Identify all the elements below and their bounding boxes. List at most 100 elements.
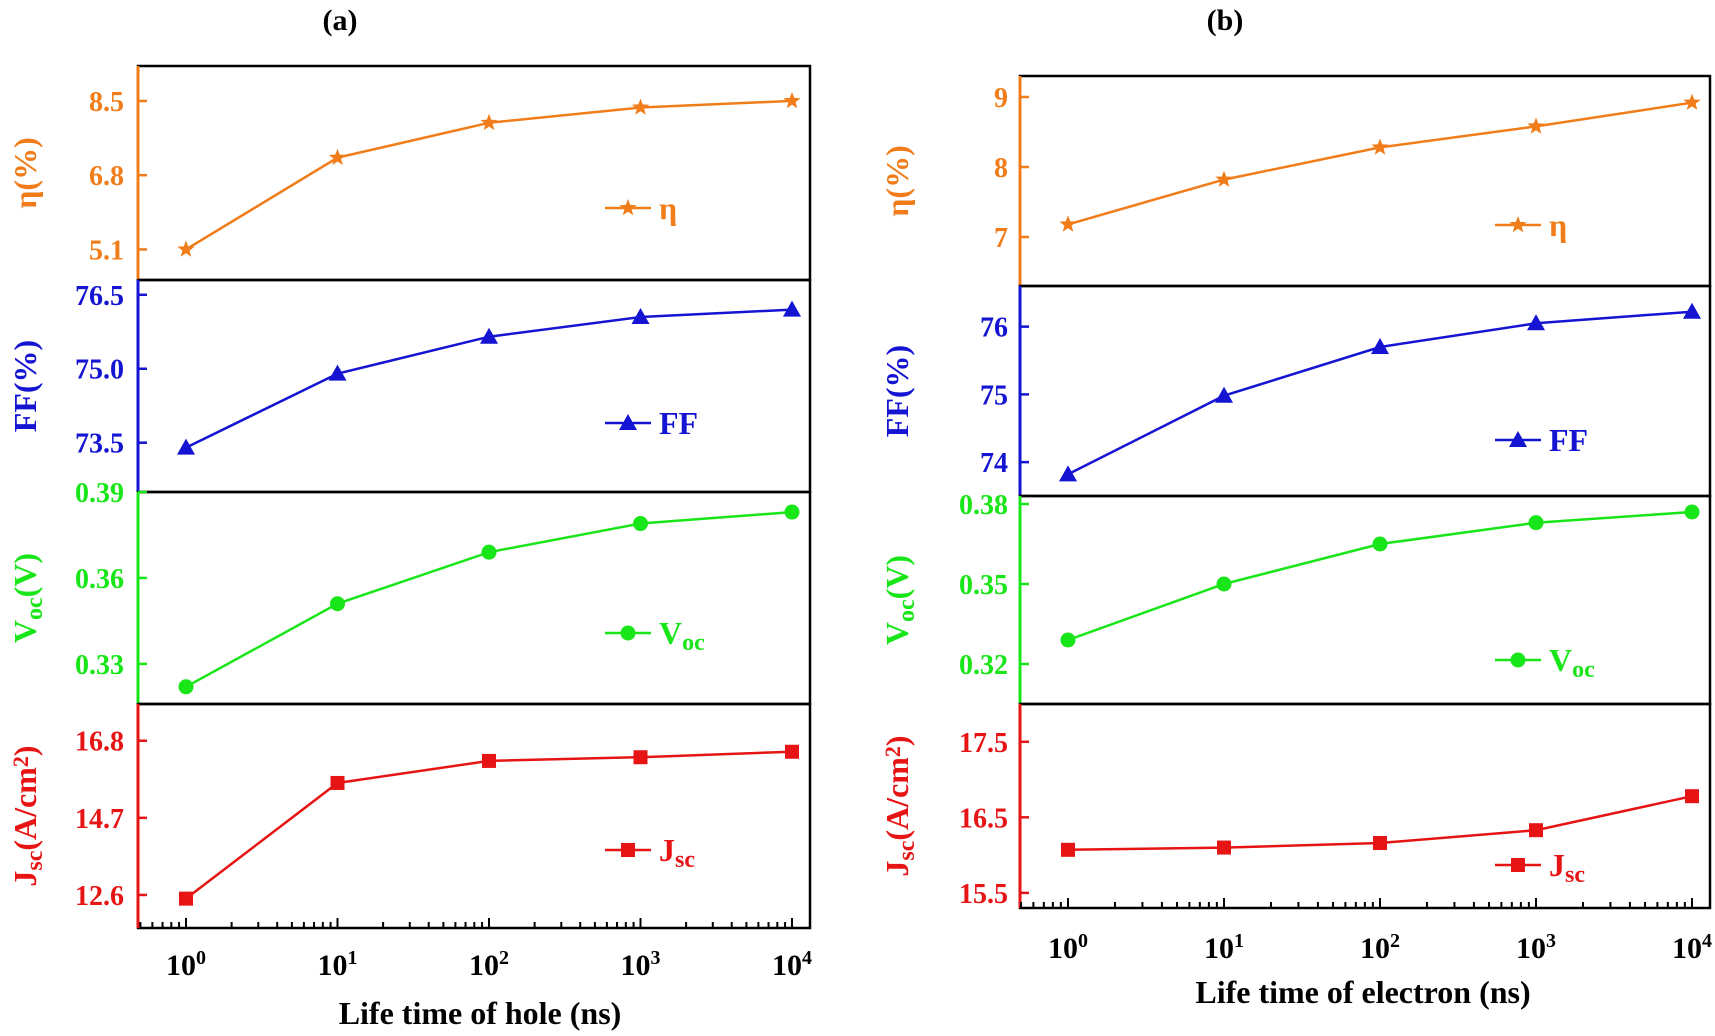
y-tick-label: 73.5 — [75, 429, 124, 460]
y-tick-label: 6.8 — [89, 161, 124, 192]
y-tick-label: 17.5 — [959, 728, 1008, 759]
y-axis-label: Jsc(A/cm2) — [879, 735, 920, 876]
x-axis-label: Life time of hole (ns) — [339, 995, 622, 1031]
y-tick-label: 75.0 — [75, 355, 124, 386]
data-point-ff — [1527, 314, 1545, 331]
y-tick-label: 75 — [980, 380, 1008, 411]
data-point-eta — [1371, 138, 1389, 155]
subplot-ff: 74 75 76 FF(%) FF — [879, 284, 1712, 498]
y-tick-label: 76.5 — [75, 281, 124, 312]
data-point-jsc — [482, 753, 496, 768]
subplot-voc: 0.33 0.36 0.39 Voc(V) Voc — [7, 478, 812, 706]
x-tick-label: 101 — [318, 947, 358, 982]
y-axis-label: Voc(V) — [7, 553, 48, 643]
series-line-ff — [1067, 310, 1693, 476]
legend-label: Voc — [659, 615, 705, 656]
y-tick-label: 16.5 — [959, 803, 1008, 834]
data-point-eta — [328, 148, 347, 165]
legend-label: η — [1549, 207, 1567, 243]
y-tick-label: 8 — [994, 153, 1008, 184]
legend-marker — [619, 199, 637, 216]
data-point-voc — [1684, 504, 1700, 520]
series-line-voc — [185, 510, 793, 688]
data-point-ff — [177, 438, 195, 455]
data-point-voc — [784, 504, 800, 520]
y-tick-label: 16.8 — [75, 727, 124, 758]
legend-marker — [1509, 431, 1527, 447]
panel-b: (b) 7 8 9 η(%) η 74 75 76 FF(%) FF 0.32 0.35 0.38 Voc(… — [879, 4, 1712, 1010]
plot-frame — [1018, 494, 1712, 706]
data-point-voc — [178, 679, 194, 695]
data-point-jsc — [1373, 836, 1387, 851]
y-tick-label: 0.32 — [959, 650, 1008, 681]
y-tick-label: 12.6 — [75, 881, 124, 912]
data-point-eta — [177, 240, 195, 257]
data-point-ff — [1059, 465, 1077, 482]
y-axis-label: Voc(V) — [879, 555, 920, 645]
y-tick-label: 0.39 — [75, 478, 124, 509]
legend-label: FF — [659, 405, 698, 441]
data-point-voc — [330, 596, 345, 612]
x-tick-label: 103 — [1516, 930, 1556, 965]
data-point-ff — [631, 307, 650, 324]
y-tick-label: 0.38 — [959, 490, 1008, 521]
data-point-ff — [1371, 337, 1389, 354]
y-axis-label: η(%) — [7, 137, 43, 208]
plot-frame — [1018, 74, 1712, 288]
data-point-jsc — [785, 744, 799, 759]
x-tick-label: 103 — [621, 947, 661, 982]
series-line-jsc — [185, 750, 793, 900]
plot-frame — [1018, 702, 1712, 910]
x-tick-label: 104 — [772, 947, 812, 982]
data-point-jsc — [1685, 789, 1699, 804]
y-tick-label: 0.33 — [75, 650, 124, 681]
subplot-voc: 0.32 0.35 0.38 Voc(V) Voc — [879, 490, 1712, 706]
x-tick-label: 100 — [1048, 930, 1088, 965]
y-tick-label: 74 — [980, 448, 1008, 479]
data-point-voc — [1216, 576, 1232, 592]
plot-frame — [136, 490, 812, 706]
subplot-eta: 5.1 6.8 8.5 η(%) η — [7, 64, 812, 282]
y-tick-label: 5.1 — [89, 235, 124, 266]
series-line-voc — [1067, 510, 1693, 642]
data-point-eta — [631, 98, 650, 115]
data-point-eta — [783, 91, 801, 109]
x-tick-label: 101 — [1204, 930, 1244, 965]
plot-frame — [136, 702, 812, 930]
legend-label: η — [659, 190, 677, 226]
data-point-ff — [783, 300, 801, 317]
plot-frame — [136, 64, 812, 282]
data-point-jsc — [1061, 842, 1075, 857]
legend-marker — [1510, 652, 1526, 668]
legend-label: Jsc — [659, 832, 695, 873]
legend-marker — [1509, 216, 1527, 233]
y-axis-label: FF(%) — [879, 345, 915, 437]
y-tick-label: 0.36 — [75, 564, 124, 595]
x-tick-label: 102 — [1360, 930, 1400, 965]
y-axis-label: η(%) — [879, 145, 915, 216]
data-point-voc — [481, 544, 497, 560]
panel-a: (a) 5.1 6.8 8.5 η(%) η 73.5 75.0 76.5 FF(%) FF 0.33… — [7, 4, 812, 1031]
legend-marker — [620, 625, 636, 641]
data-point-jsc — [1529, 823, 1543, 838]
data-point-jsc — [330, 775, 345, 790]
data-point-jsc — [633, 750, 648, 765]
y-tick-label: 76 — [980, 313, 1008, 344]
y-axis-label: FF(%) — [7, 340, 43, 432]
y-axis-label: Jsc(A/cm2) — [7, 745, 48, 886]
data-point-ff — [480, 327, 498, 344]
data-point-voc — [633, 516, 648, 532]
legend-label: Jsc — [1549, 847, 1585, 888]
data-point-jsc — [179, 891, 193, 906]
data-point-voc — [1060, 632, 1076, 648]
panel-label: (a) — [323, 4, 358, 37]
data-point-ff — [1683, 302, 1701, 319]
data-point-eta — [1059, 215, 1077, 232]
y-tick-label: 14.7 — [75, 804, 124, 835]
data-point-eta — [1527, 117, 1545, 134]
legend-label: Voc — [1549, 642, 1595, 683]
y-tick-label: 9 — [994, 83, 1008, 114]
x-axis-label: Life time of electron (ns) — [1195, 974, 1530, 1010]
data-point-voc — [1372, 536, 1388, 552]
